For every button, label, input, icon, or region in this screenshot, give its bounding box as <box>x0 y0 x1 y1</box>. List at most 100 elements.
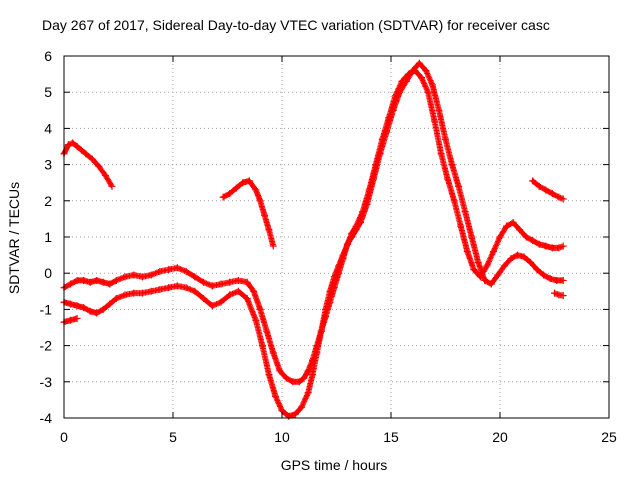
data-point <box>409 66 417 74</box>
data-point <box>256 197 264 205</box>
data-point <box>455 182 463 190</box>
data-point <box>483 262 491 270</box>
data-point <box>396 88 404 96</box>
data-point <box>258 342 266 350</box>
data-point <box>431 117 439 125</box>
y-tick-label: 2 <box>44 193 52 209</box>
data-point <box>67 316 75 324</box>
y-tick-label: -2 <box>40 338 53 354</box>
data-point <box>73 314 81 322</box>
data-point <box>457 222 465 230</box>
data-point <box>138 289 146 297</box>
x-tick-label: 0 <box>60 429 68 445</box>
y-tick-label: -1 <box>40 301 53 317</box>
data-point <box>282 374 290 382</box>
data-point <box>191 287 199 295</box>
data-point <box>276 367 284 375</box>
data-point <box>252 186 260 194</box>
data-point <box>509 219 517 227</box>
data-point <box>73 302 81 310</box>
data-point <box>503 222 511 230</box>
data-point <box>138 273 146 281</box>
data-point <box>487 280 495 288</box>
data-point <box>121 291 129 299</box>
data-point <box>298 403 306 411</box>
data-point <box>217 298 225 306</box>
data-point <box>468 233 476 241</box>
data-point <box>529 177 537 185</box>
data-point <box>86 278 94 286</box>
data-point <box>226 291 234 299</box>
data-point <box>535 182 543 190</box>
data-point <box>348 233 356 241</box>
data-point <box>191 273 199 281</box>
data-point <box>522 233 530 241</box>
data-point <box>533 266 541 274</box>
data-point <box>474 258 482 266</box>
data-point <box>339 251 347 259</box>
data-point <box>428 81 436 89</box>
data-point <box>389 106 397 114</box>
data-point <box>444 175 452 183</box>
data-point <box>86 307 94 315</box>
data-point <box>309 371 317 379</box>
data-point <box>402 77 410 85</box>
data-point <box>243 278 251 286</box>
data-point <box>106 300 114 308</box>
x-axis-label: GPS time / hours <box>281 457 388 473</box>
data-point <box>496 233 504 241</box>
data-point <box>553 276 561 284</box>
data-point <box>234 287 242 295</box>
data-point <box>559 292 567 300</box>
data-point <box>99 305 107 313</box>
data-point <box>67 300 75 308</box>
data-point <box>112 295 120 303</box>
data-point <box>243 295 251 303</box>
data-point <box>461 208 469 216</box>
data-point <box>507 255 515 263</box>
data-point <box>269 242 277 250</box>
data-point <box>265 226 273 234</box>
data-point <box>147 271 155 279</box>
tick-layer: 0 5 10 15 20 25 -4 -3 -2 -1 0 1 2 3 4 5 6 <box>40 48 617 445</box>
y-tick-label: 4 <box>44 120 52 136</box>
data-point <box>304 389 312 397</box>
data-point <box>173 264 181 272</box>
data-point <box>363 200 371 208</box>
data-point <box>295 378 303 386</box>
data-point <box>106 280 114 288</box>
data-point <box>516 226 524 234</box>
data-point <box>234 276 242 284</box>
data-point <box>542 242 550 250</box>
x-tick-label: 5 <box>169 429 177 445</box>
data-point <box>200 295 208 303</box>
data-point <box>93 276 101 284</box>
x-tick-label: 15 <box>383 429 399 445</box>
data-point <box>95 162 103 170</box>
data-point <box>513 251 521 259</box>
data-point <box>232 184 240 192</box>
data-point <box>101 171 109 179</box>
series-3 <box>529 177 567 203</box>
data-point <box>226 190 234 198</box>
data-point <box>559 242 567 250</box>
data-point <box>82 150 90 158</box>
data-point <box>265 371 273 379</box>
y-tick-label: -3 <box>40 374 53 390</box>
data-point <box>300 374 308 382</box>
data-point <box>182 267 190 275</box>
data-point <box>156 267 164 275</box>
data-point <box>326 287 334 295</box>
data-point <box>269 349 277 357</box>
data-point <box>546 275 554 283</box>
data-point <box>527 258 535 266</box>
data-point <box>356 219 364 227</box>
data-point <box>245 177 253 185</box>
data-point <box>239 179 247 187</box>
chart-title: Day 267 of 2017, Sidereal Day-to-day VTE… <box>42 17 550 33</box>
data-point <box>165 284 173 292</box>
data-point <box>494 271 502 279</box>
data-point <box>335 262 343 270</box>
y-tick-label: 0 <box>44 265 52 281</box>
